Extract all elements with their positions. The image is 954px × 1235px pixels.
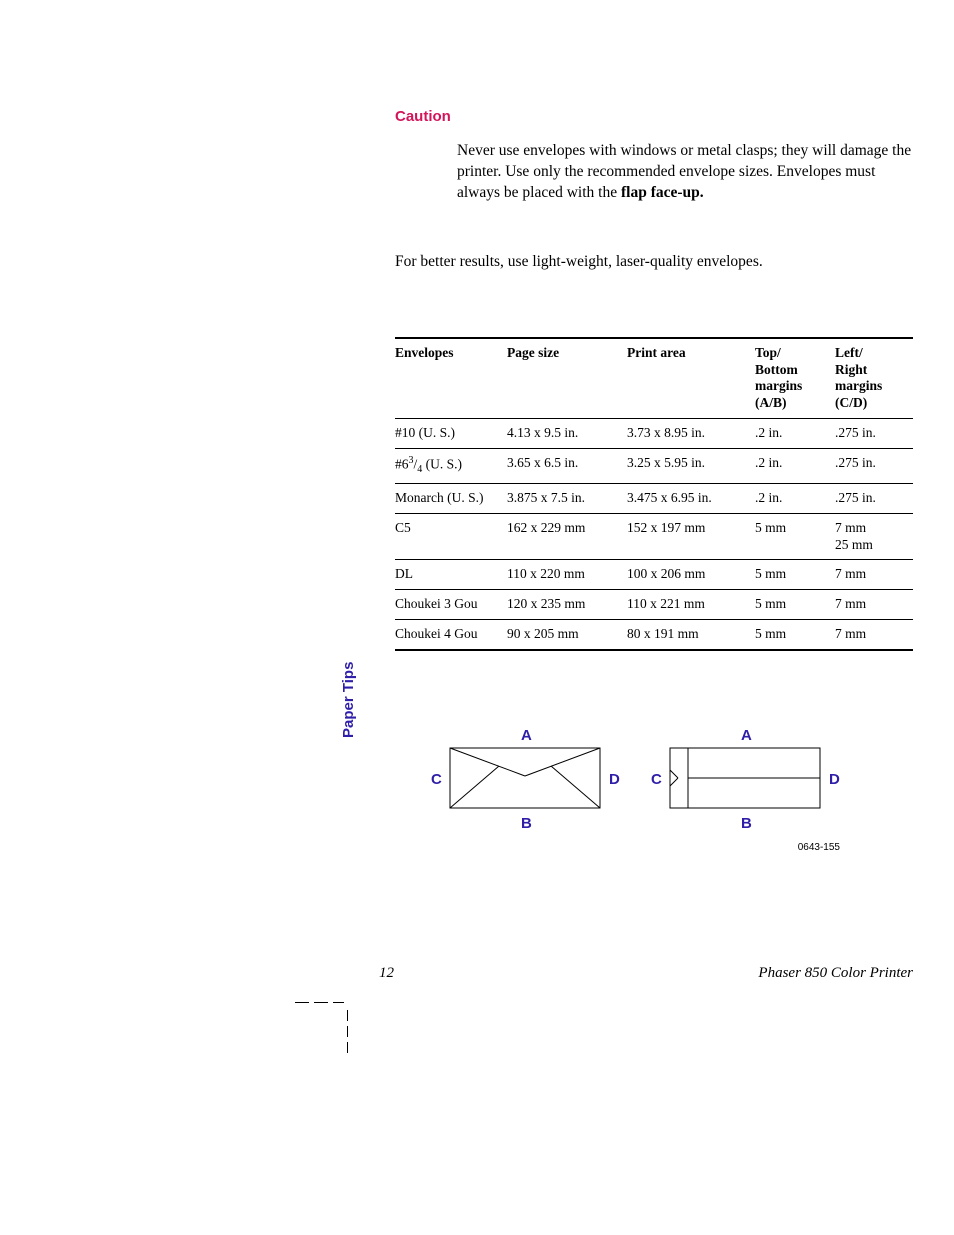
crop-mark-icon	[295, 1002, 365, 1072]
diagram-label-c: C	[431, 771, 442, 788]
side-tab-paper-tips: Paper Tips	[340, 662, 357, 738]
table-body: #10 (U. S.) 4.13 x 9.5 in. 3.73 x 8.95 i…	[395, 419, 913, 650]
col-header-envelopes: Envelopes	[395, 338, 507, 419]
diagram-label-d: D	[609, 771, 620, 788]
diagram-label-c2: C	[651, 771, 662, 788]
cell: 110 x 220 mm	[507, 560, 627, 590]
cell: 110 x 221 mm	[627, 590, 755, 620]
col-header-print-area: Print area	[627, 338, 755, 419]
caution-body-bold: flap face-up.	[621, 184, 704, 201]
cell: .2 in.	[755, 419, 835, 449]
cell: .275 in.	[835, 419, 913, 449]
cell: .2 in.	[755, 483, 835, 513]
diagram-label-d2: D	[829, 771, 840, 788]
page-number: 12	[379, 965, 394, 982]
cell: 90 x 205 mm	[507, 620, 627, 650]
cell: 7 mm	[835, 590, 913, 620]
cell: 5 mm	[755, 620, 835, 650]
product-title: Phaser 850 Color Printer	[758, 965, 913, 982]
table-row: Choukei 3 Gou 120 x 235 mm 110 x 221 mm …	[395, 590, 913, 620]
cell: 3.73 x 8.95 in.	[627, 419, 755, 449]
cell: Monarch (U. S.)	[395, 483, 507, 513]
cell: .2 in.	[755, 449, 835, 484]
envelope-2: A B C D	[651, 727, 840, 832]
cell: 100 x 206 mm	[627, 560, 755, 590]
table-row: Monarch (U. S.) 3.875 x 7.5 in. 3.475 x …	[395, 483, 913, 513]
diagram-figure-number: 0643-155	[798, 842, 841, 853]
cell: 7 mm25 mm	[835, 513, 913, 560]
envelope-diagram: A B C D A B C D 0643-155	[395, 722, 913, 862]
cell: C5	[395, 513, 507, 560]
table-header-row: Envelopes Page size Print area Top/Botto…	[395, 338, 913, 419]
col-header-lr-margins: Left/Rightmargins(C/D)	[835, 338, 913, 419]
cell: Choukei 3 Gou	[395, 590, 507, 620]
cell: 3.65 x 6.5 in.	[507, 449, 627, 484]
cell: 80 x 191 mm	[627, 620, 755, 650]
cell: 4.13 x 9.5 in.	[507, 419, 627, 449]
envelope-diagram-svg: A B C D A B C D 0643-155	[395, 722, 913, 872]
table-row: DL 110 x 220 mm 100 x 206 mm 5 mm 7 mm	[395, 560, 913, 590]
cell: 5 mm	[755, 560, 835, 590]
cell: 3.875 x 7.5 in.	[507, 483, 627, 513]
cell: 162 x 229 mm	[507, 513, 627, 560]
page-footer: 12 Phaser 850 Color Printer	[379, 965, 913, 982]
col-header-tb-margins: Top/Bottommargins(A/B)	[755, 338, 835, 419]
cell: 7 mm	[835, 560, 913, 590]
cell: 7 mm	[835, 620, 913, 650]
cell: Choukei 4 Gou	[395, 620, 507, 650]
table-row: #10 (U. S.) 4.13 x 9.5 in. 3.73 x 8.95 i…	[395, 419, 913, 449]
cell: #63/4 (U. S.)	[395, 449, 507, 484]
cell: 120 x 235 mm	[507, 590, 627, 620]
cell: 5 mm	[755, 590, 835, 620]
table-row: Choukei 4 Gou 90 x 205 mm 80 x 191 mm 5 …	[395, 620, 913, 650]
cell: .275 in.	[835, 483, 913, 513]
cell: DL	[395, 560, 507, 590]
cell: 5 mm	[755, 513, 835, 560]
diagram-label-b: B	[521, 815, 532, 832]
envelopes-table: Envelopes Page size Print area Top/Botto…	[395, 337, 913, 651]
table-row: C5 162 x 229 mm 152 x 197 mm 5 mm 7 mm25…	[395, 513, 913, 560]
col-header-page-size: Page size	[507, 338, 627, 419]
diagram-label-a: A	[521, 727, 532, 744]
cell: 3.475 x 6.95 in.	[627, 483, 755, 513]
diagram-label-b2: B	[741, 815, 752, 832]
table-row: #63/4 (U. S.) 3.65 x 6.5 in. 3.25 x 5.95…	[395, 449, 913, 484]
cell: #10 (U. S.)	[395, 419, 507, 449]
caution-body: Never use envelopes with windows or meta…	[457, 141, 913, 204]
cell: 3.25 x 5.95 in.	[627, 449, 755, 484]
envelope-1: A B C D	[431, 727, 620, 832]
caution-heading: Caution	[395, 108, 913, 125]
diagram-label-a2: A	[741, 727, 752, 744]
cell: 152 x 197 mm	[627, 513, 755, 560]
cell: .275 in.	[835, 449, 913, 484]
results-line: For better results, use light-weight, la…	[395, 252, 913, 273]
